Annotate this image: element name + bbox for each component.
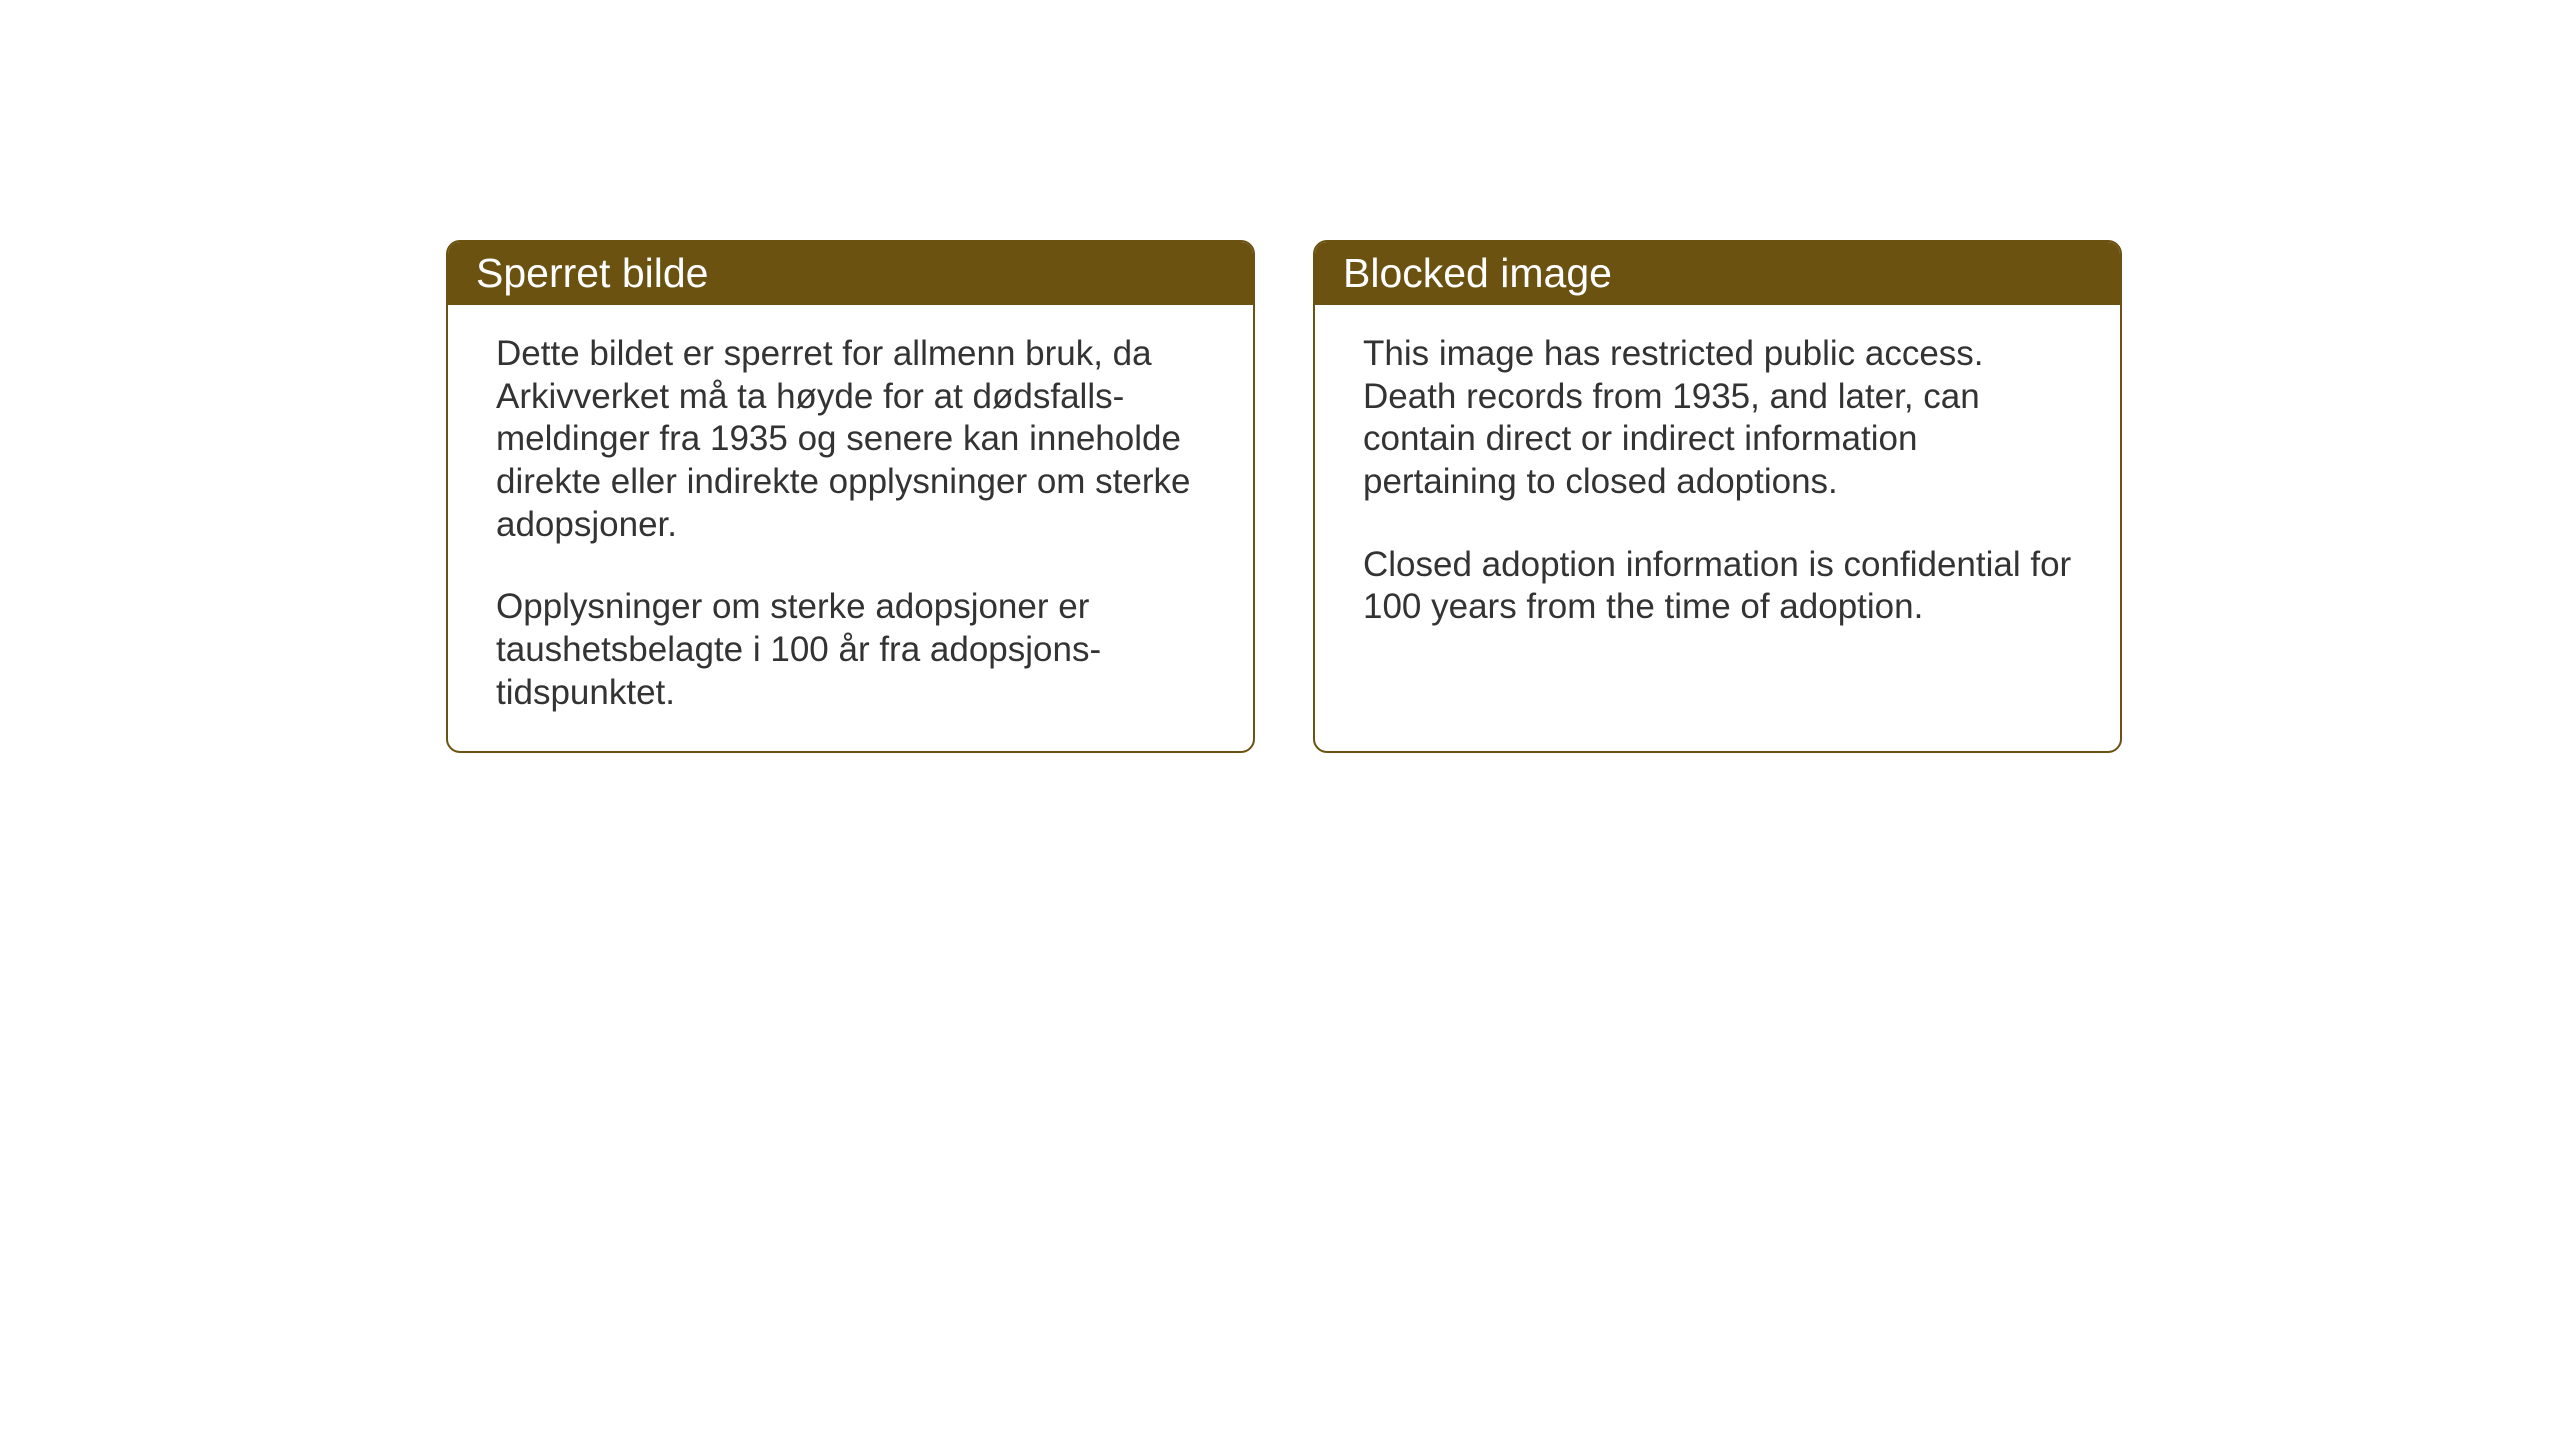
notice-container: Sperret bilde Dette bildet er sperret fo… (446, 240, 2122, 753)
notice-paragraph: Opplysninger om sterke adopsjoner er tau… (496, 586, 1205, 714)
notice-body-english: This image has restricted public access.… (1315, 305, 2120, 715)
notice-paragraph: Dette bildet er sperret for allmenn bruk… (496, 333, 1205, 546)
notice-paragraph: Closed adoption information is confident… (1363, 544, 2072, 629)
notice-header-english: Blocked image (1315, 242, 2120, 305)
notice-box-english: Blocked image This image has restricted … (1313, 240, 2122, 753)
notice-body-norwegian: Dette bildet er sperret for allmenn bruk… (448, 305, 1253, 751)
notice-box-norwegian: Sperret bilde Dette bildet er sperret fo… (446, 240, 1255, 753)
notice-paragraph: This image has restricted public access.… (1363, 333, 2072, 504)
notice-header-norwegian: Sperret bilde (448, 242, 1253, 305)
